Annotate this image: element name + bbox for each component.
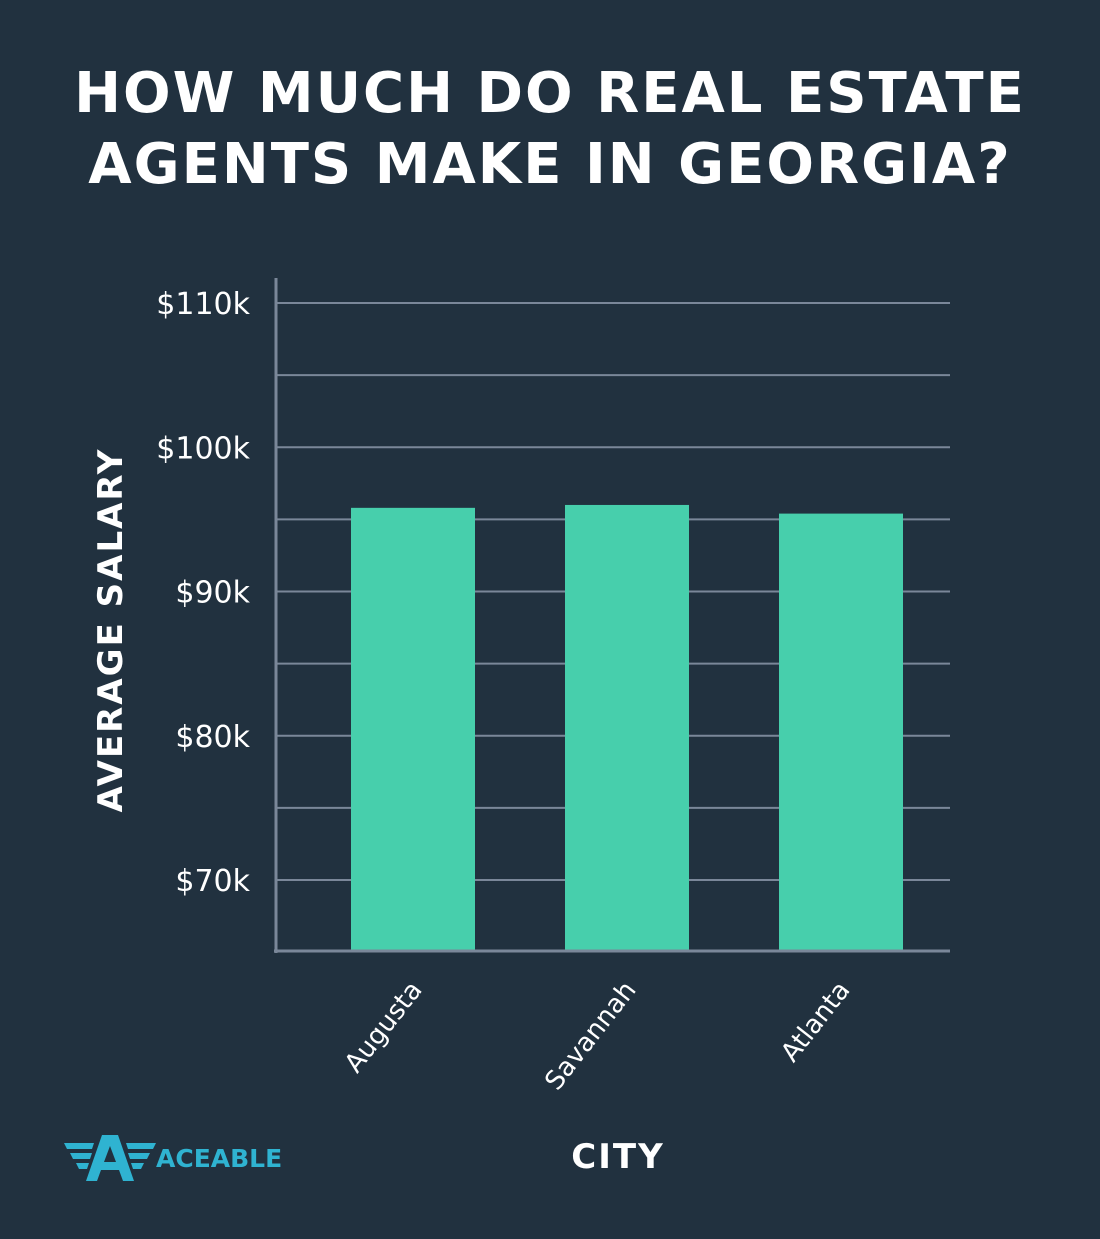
- bar-augusta: [351, 507, 475, 951]
- y-tick-label: $80k: [175, 720, 250, 755]
- y-tick-label: $100k: [156, 431, 250, 466]
- chart-title-line-1: HOW MUCH DO REAL ESTATE: [74, 61, 1026, 126]
- aceable-logo: ACEABLE: [64, 1135, 282, 1181]
- y-axis-label: AVERAGE SALARY: [91, 448, 131, 813]
- y-tick-label: $90k: [175, 576, 250, 611]
- bar-atlanta: [779, 513, 903, 951]
- x-axis-label: CITY: [571, 1137, 664, 1177]
- bar-savannah: [565, 504, 689, 951]
- y-tick-label: $110k: [156, 287, 250, 322]
- x-tick-label-atlanta: Atlanta: [775, 976, 856, 1068]
- tick-labels: Augusta Savannah Atlanta $110k $100k $90k $80k…: [156, 287, 856, 1096]
- y-tick-label: $70k: [175, 864, 250, 899]
- x-tick-label-augusta: Augusta: [339, 976, 428, 1079]
- chart-title-line-2: AGENTS MAKE IN GEORGIA?: [88, 132, 1012, 197]
- logo-wordmark: ACEABLE: [156, 1144, 282, 1173]
- x-tick-label-savannah: Savannah: [539, 976, 642, 1096]
- bars: [351, 504, 903, 951]
- logo-a-counter: [104, 1146, 116, 1162]
- axes: [274, 278, 950, 953]
- chart-title: HOW MUCH DO REAL ESTATE AGENTS MAKE IN G…: [0, 58, 1100, 200]
